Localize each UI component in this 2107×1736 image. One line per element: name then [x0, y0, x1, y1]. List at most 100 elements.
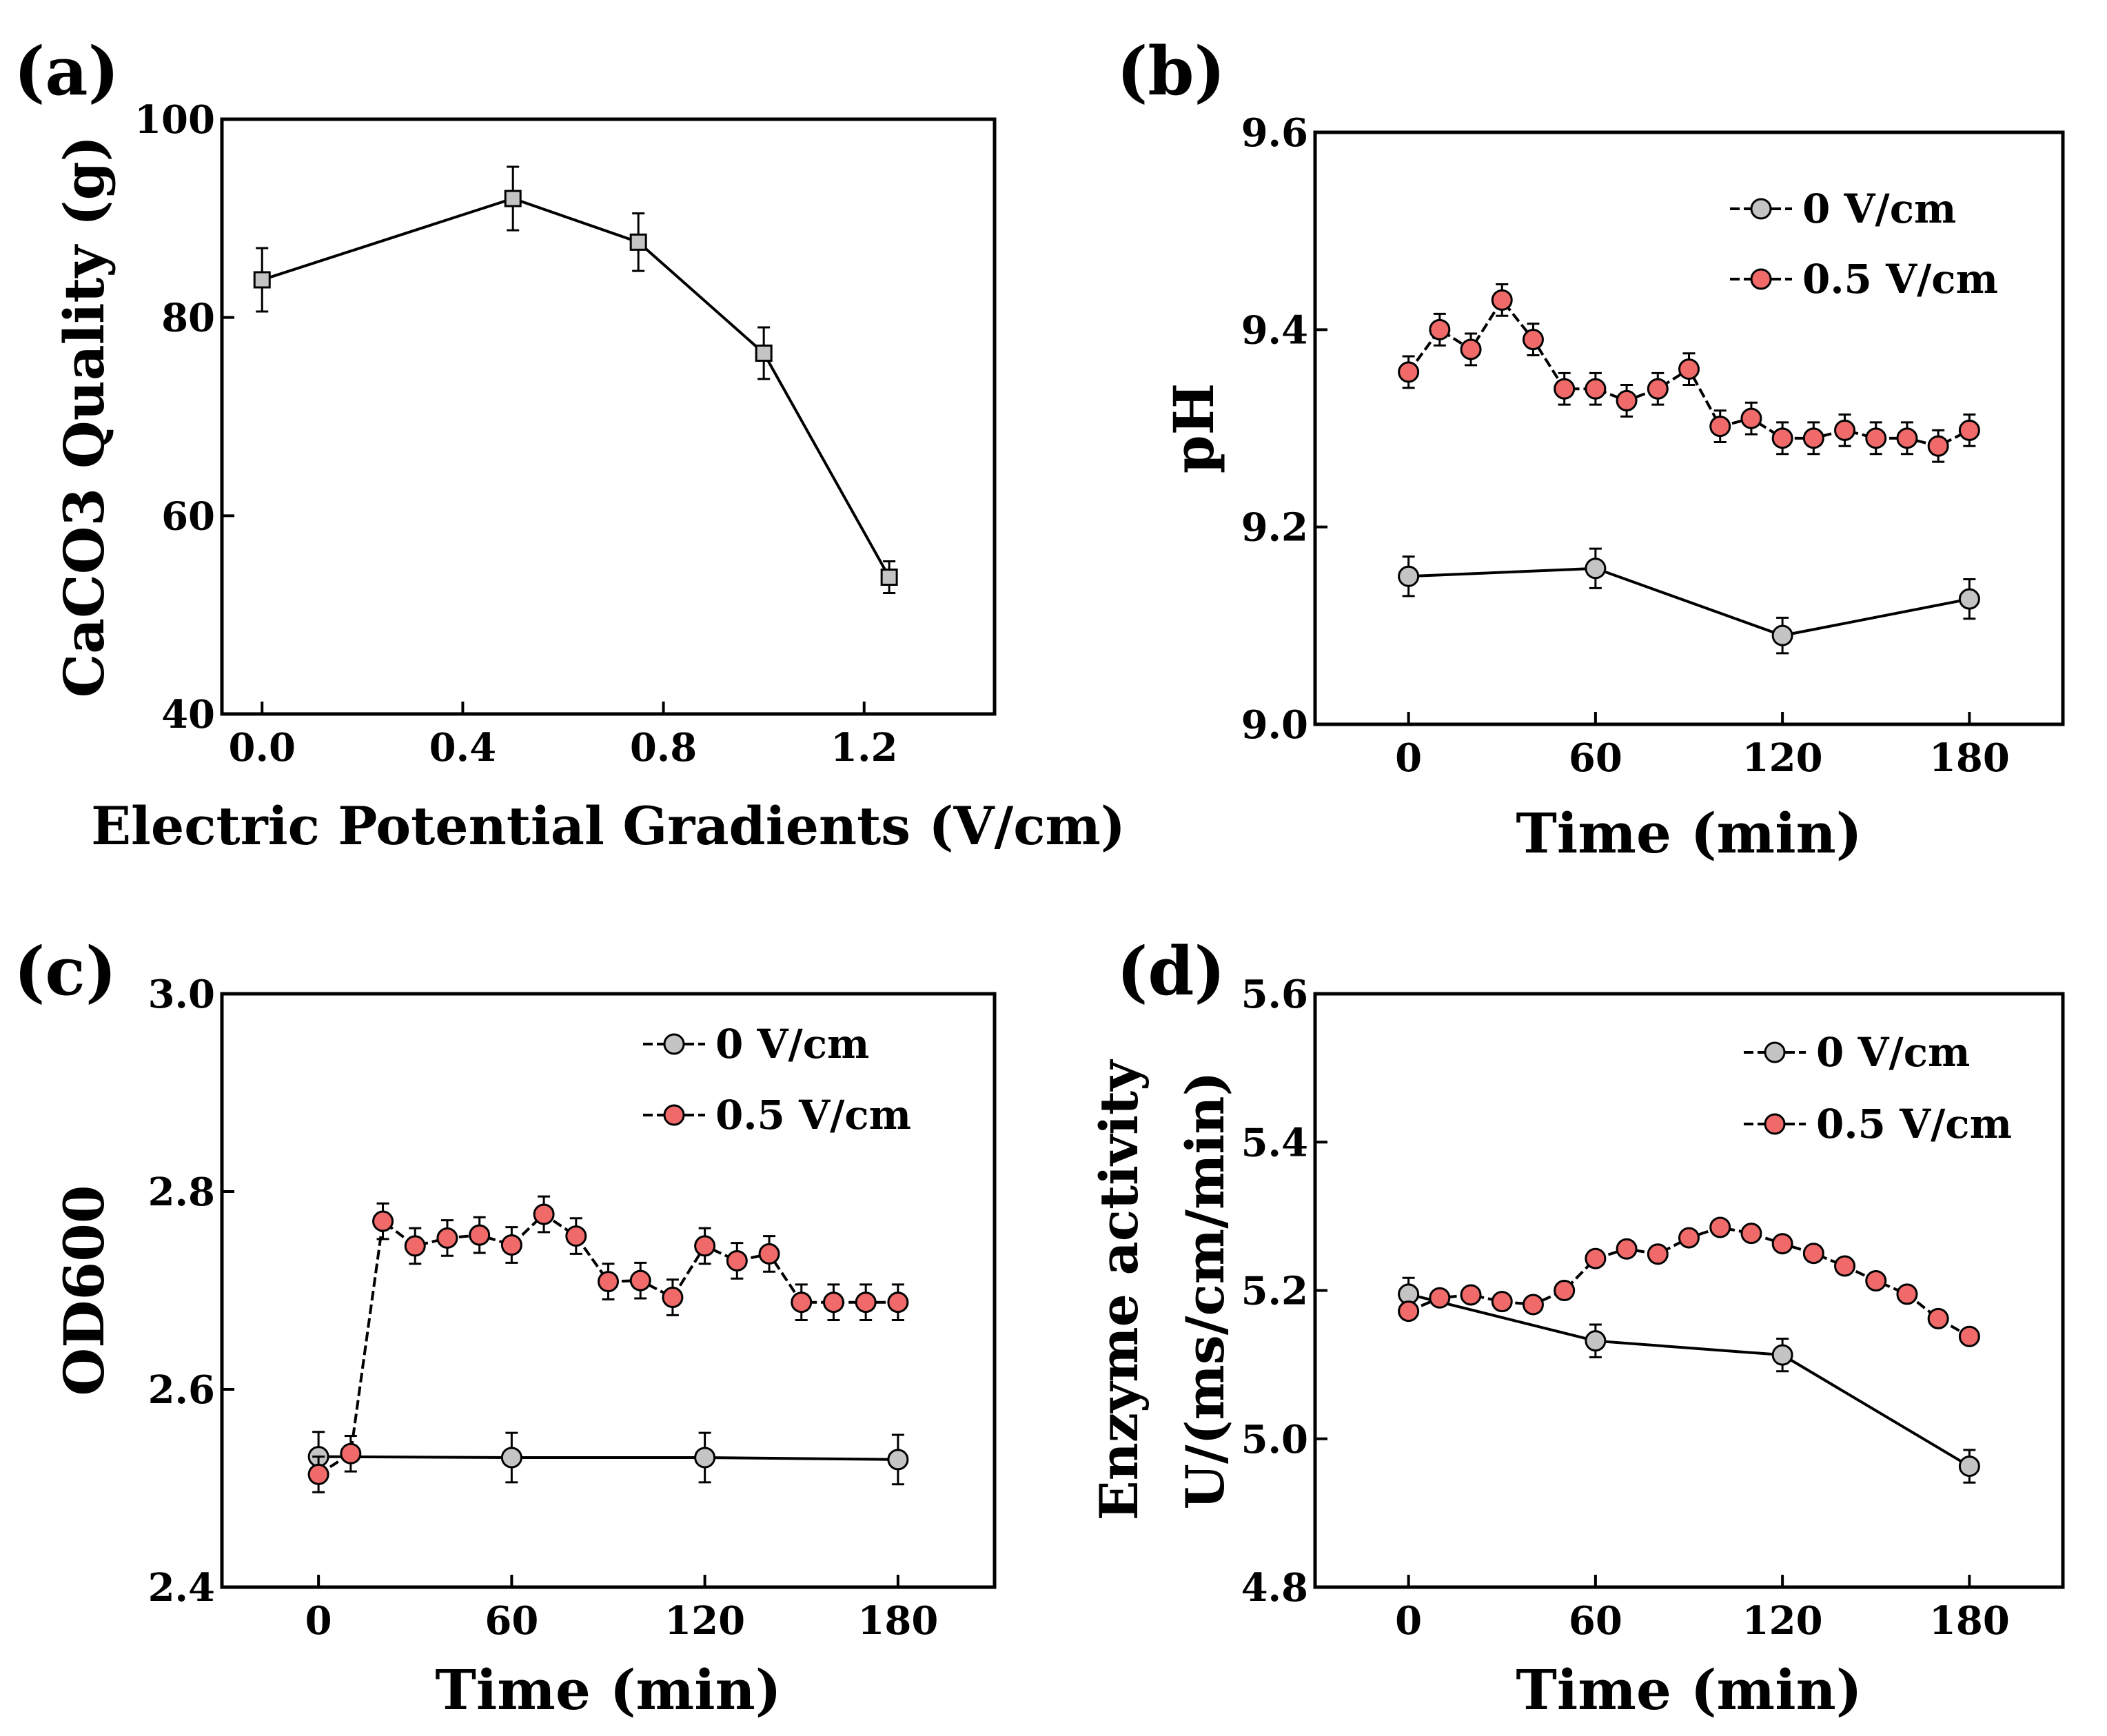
x-tick-label: 60 — [485, 1598, 538, 1644]
data-point — [1678, 1227, 1700, 1249]
data-point — [1429, 318, 1451, 340]
data-point — [253, 271, 271, 289]
x-tick-label: 0.4 — [429, 725, 496, 770]
data-point — [758, 1243, 780, 1265]
panel-a: (a) 0.0 0.4 0.8 1.2 40 60 80 100 Electric Potenti… — [14, 32, 1126, 857]
series-0 — [307, 1431, 909, 1486]
panel-label: (d) — [1117, 932, 1225, 1010]
data-point — [1585, 1330, 1607, 1352]
panel-label: (a) — [14, 32, 119, 110]
y-axis-label: pH — [1161, 383, 1226, 474]
data-point — [1740, 1223, 1762, 1245]
data-point — [1927, 1307, 1949, 1329]
data-point — [1802, 427, 1824, 449]
legend-marker — [1764, 1113, 1786, 1135]
legend: 0 V/cm 0.5 V/cm — [1744, 1029, 2012, 1147]
data-point — [1522, 329, 1544, 351]
data-point — [1491, 289, 1513, 311]
data-point — [822, 1291, 844, 1314]
data-point — [1958, 1456, 1980, 1478]
data-point — [1771, 427, 1793, 449]
data-point — [1834, 1255, 1856, 1277]
panel-label: (c) — [14, 932, 116, 1010]
x-tick-label: 0 — [1395, 1598, 1422, 1644]
legend-label: 0 V/cm — [715, 1021, 869, 1068]
y-tick-label: 5.4 — [1241, 1120, 1308, 1165]
series-0 — [253, 165, 898, 595]
y-tick-label: 2.8 — [148, 1170, 215, 1215]
data-point — [1958, 1325, 1980, 1347]
x-tick-label: 180 — [1929, 735, 2010, 781]
data-point — [500, 1234, 522, 1256]
data-point — [887, 1449, 909, 1471]
y-tick-label: 60 — [161, 493, 215, 539]
data-point — [887, 1291, 909, 1314]
data-point — [1958, 419, 1980, 441]
data-point — [565, 1225, 587, 1247]
data-point — [1740, 407, 1762, 429]
legend-marker — [1750, 198, 1772, 220]
legend-label: 0 V/cm — [1816, 1029, 1970, 1076]
data-point — [1927, 435, 1949, 457]
x-tick-label: 120 — [1742, 735, 1823, 781]
data-point — [755, 344, 773, 362]
data-point — [1896, 427, 1918, 449]
series-line — [318, 1212, 898, 1476]
series-line — [318, 1455, 898, 1461]
panel-c: (c) 0 60 120 180 2.4 2.6 2.8 3.0 Time (min) OD600 0… — [14, 932, 997, 1722]
y-tick-label: 40 — [161, 692, 215, 737]
legend-label: 0.5 V/cm — [1816, 1101, 2012, 1147]
data-point — [726, 1249, 748, 1272]
data-point — [1771, 1233, 1793, 1255]
data-point — [404, 1235, 426, 1257]
panel-d: (d) 0 60 120 180 4.8 5.0 5.2 5.4 5.6 Time (min) Enz… — [1088, 932, 2065, 1722]
y-tick-label: 5.6 — [1241, 972, 1308, 1017]
legend-label: 0.5 V/cm — [715, 1092, 911, 1138]
data-point — [372, 1210, 394, 1232]
data-point — [855, 1291, 877, 1314]
legend-marker — [1750, 268, 1772, 290]
data-point — [694, 1447, 716, 1469]
y-tick-label: 9.2 — [1241, 505, 1308, 551]
y-tick-label: 4.8 — [1241, 1565, 1308, 1611]
data-point — [1616, 1238, 1638, 1260]
axes-frame — [1313, 992, 2065, 1589]
x-tick-label: 0.8 — [630, 725, 697, 770]
y-tick-label: 2.4 — [148, 1565, 215, 1611]
series-1 — [1398, 283, 1980, 463]
data-point — [1709, 416, 1731, 438]
x-tick-label: 1.2 — [831, 725, 897, 770]
data-point — [1678, 358, 1700, 380]
x-axis-label: Electric Potential Gradients (V/cm) — [91, 795, 1126, 857]
y-tick-label: 100 — [134, 97, 215, 143]
data-point — [1865, 427, 1887, 449]
y-axis-label: OD600 — [52, 1185, 116, 1396]
data-point — [694, 1235, 716, 1257]
y-tick-label: 3.0 — [148, 972, 215, 1017]
y-tick-label: 5.0 — [1241, 1417, 1308, 1462]
series-0 — [1398, 547, 1980, 655]
series-line — [1408, 1292, 1971, 1468]
data-point — [1771, 624, 1793, 646]
data-point — [1865, 1270, 1887, 1292]
series-line — [1408, 566, 1970, 637]
data-point — [469, 1224, 491, 1246]
x-tick-label: 180 — [1929, 1598, 2010, 1644]
data-point — [1522, 1294, 1544, 1316]
data-point — [500, 1447, 522, 1469]
data-point — [1398, 361, 1420, 383]
data-point — [598, 1271, 619, 1293]
panel-label: (b) — [1117, 32, 1225, 110]
x-axis-label: Time (min) — [435, 1657, 781, 1722]
x-tick-label: 120 — [1742, 1598, 1823, 1644]
y-tick-label: 80 — [161, 296, 215, 341]
data-point — [1491, 1291, 1513, 1313]
series-1 — [307, 1195, 909, 1493]
data-point — [662, 1287, 684, 1309]
data-point — [1554, 1280, 1576, 1301]
data-point — [1958, 588, 1980, 610]
y-axis-label: U/(ms/cm/min) — [1174, 1072, 1236, 1510]
data-point — [1802, 1243, 1824, 1265]
axes-frame — [220, 117, 997, 716]
